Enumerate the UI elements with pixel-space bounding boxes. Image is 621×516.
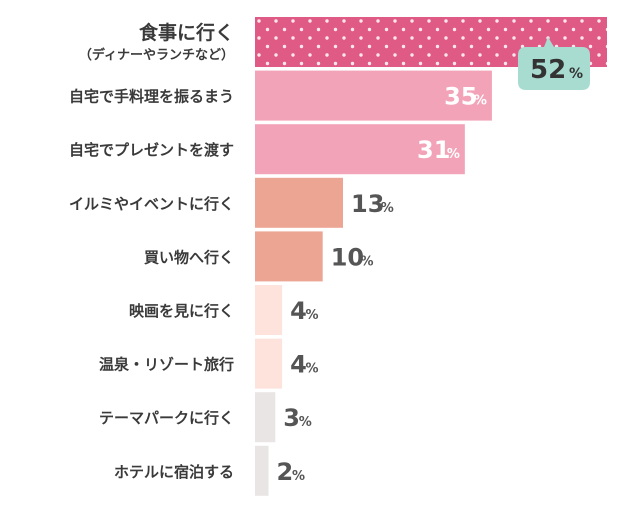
value-label-6: 4	[290, 351, 307, 379]
value-unit-5: %	[305, 308, 318, 323]
value-label-1: 35	[444, 83, 477, 111]
category-label-1: 自宅で手料理を振るまう	[69, 88, 234, 106]
bar-6	[255, 338, 283, 389]
bar-4	[255, 231, 323, 282]
bar-5	[255, 285, 283, 335]
value-unit-0: %	[569, 66, 583, 82]
value-unit-3: %	[381, 201, 394, 216]
category-label-7: テーマパークに行く	[99, 409, 234, 427]
category-label-5: 映画を見に行く	[129, 302, 234, 320]
category-subtitle-0: （ディナーやランチなど）	[79, 47, 234, 63]
value-unit-4: %	[360, 254, 373, 269]
value-label-8: 2	[277, 458, 294, 486]
value-unit-6: %	[305, 362, 318, 377]
bar-8	[255, 445, 269, 496]
category-label-6: 温泉・リゾート旅行	[99, 356, 234, 374]
highlight-bubble	[518, 37, 590, 90]
bar-1	[255, 70, 492, 121]
value-unit-7: %	[299, 415, 312, 430]
category-label-0: 食事に行く	[139, 21, 234, 44]
value-label-2: 31	[417, 136, 450, 164]
category-label-2: 自宅でプレゼントを渡す	[69, 141, 234, 159]
bar-3	[255, 177, 343, 228]
bar-7	[255, 392, 276, 443]
category-label-3: イルミやイベントに行く	[69, 195, 234, 213]
value-unit-1: %	[474, 94, 487, 109]
value-label-5: 4	[290, 297, 307, 325]
value-label-3: 13	[351, 190, 384, 218]
bar-2	[255, 124, 465, 175]
category-label-4: 買い物へ行く	[144, 248, 234, 266]
value-unit-8: %	[292, 469, 305, 484]
value-label-4: 10	[331, 243, 364, 271]
value-label-7: 3	[283, 404, 300, 432]
value-unit-2: %	[447, 147, 460, 162]
value-label-0: 52	[530, 55, 566, 85]
category-label-8: ホテルに宿泊する	[114, 463, 234, 481]
